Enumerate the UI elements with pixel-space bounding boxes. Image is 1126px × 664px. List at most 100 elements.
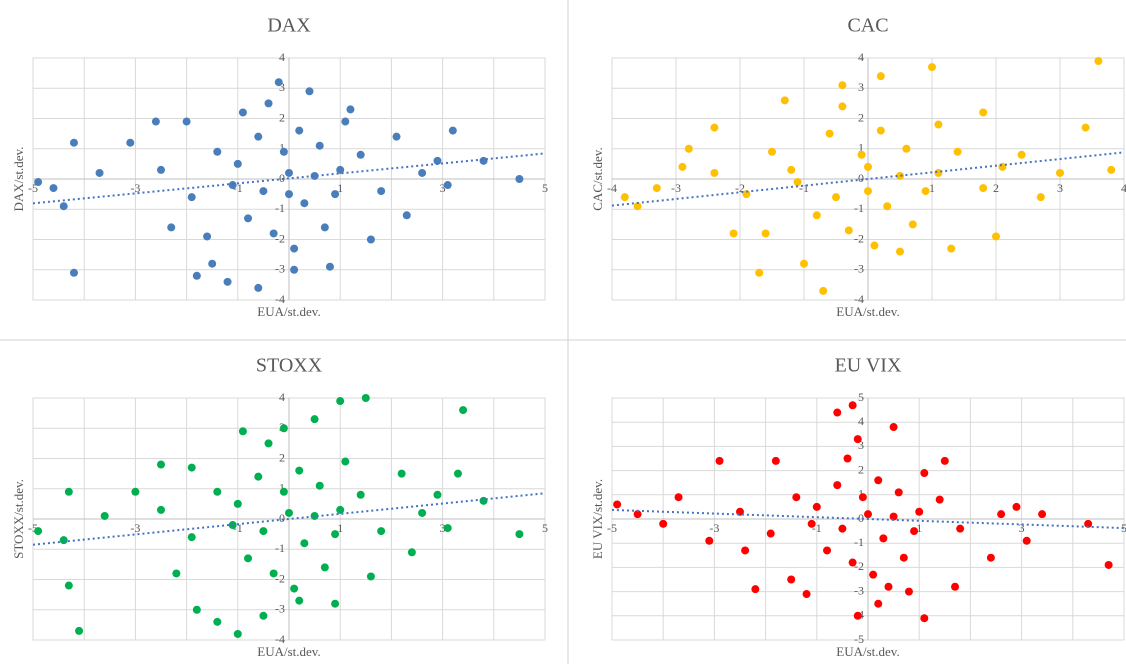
point [459, 406, 468, 415]
point [392, 132, 401, 141]
point [1084, 519, 1093, 528]
point [833, 481, 842, 490]
point [742, 190, 751, 199]
point [69, 138, 78, 147]
y-tick-label: -3 [275, 602, 285, 616]
point [331, 530, 340, 539]
point [986, 553, 995, 562]
y-tick-label: 2 [279, 450, 285, 464]
point [853, 611, 862, 620]
point [100, 511, 109, 520]
point [254, 472, 263, 481]
point [807, 519, 816, 528]
point [305, 87, 314, 96]
y-tick-label: -2 [854, 559, 864, 573]
point [126, 138, 135, 147]
point [157, 165, 165, 174]
point [453, 469, 462, 478]
point [402, 211, 411, 220]
point [64, 581, 73, 590]
point [787, 165, 796, 174]
point [315, 141, 324, 150]
point [244, 554, 253, 563]
point [838, 102, 847, 111]
point [870, 241, 879, 250]
y-tick-label: 0 [858, 511, 864, 525]
point [418, 508, 427, 517]
x-tick-label: 5 [542, 521, 548, 535]
point [780, 96, 789, 105]
point [285, 508, 293, 517]
point [1081, 123, 1090, 132]
point [443, 524, 452, 533]
point [356, 490, 365, 499]
point [238, 108, 247, 117]
point [1017, 150, 1026, 159]
y-tick-label: -1 [854, 535, 864, 549]
point [151, 117, 160, 126]
trendline [611, 151, 1125, 207]
point [285, 168, 293, 177]
point [848, 558, 857, 567]
point [915, 507, 924, 516]
point [336, 165, 345, 174]
point [729, 229, 738, 238]
point [479, 156, 488, 165]
point [172, 569, 181, 578]
point [884, 582, 893, 591]
point [233, 499, 242, 508]
scatter-panel: EU VIX-5-4-3-2-1012345-5-3-1135EUA/st.de… [590, 355, 1126, 659]
point [131, 487, 140, 496]
y-tick-label: 4 [858, 414, 864, 428]
y-tick-label: 5 [858, 390, 864, 404]
point [853, 435, 862, 444]
point [269, 229, 278, 238]
point [315, 481, 324, 490]
point [921, 187, 930, 196]
point [95, 168, 104, 177]
y-tick-label: -4 [275, 292, 285, 306]
point [295, 466, 304, 475]
y-axis-label: STOXX/st.dev. [11, 479, 26, 559]
point [397, 469, 406, 478]
point [802, 590, 811, 599]
point [896, 247, 904, 256]
x-tick-label: 2 [993, 181, 999, 195]
point [213, 487, 222, 496]
point [377, 527, 386, 536]
y-tick-label: -1 [275, 541, 285, 555]
point [515, 530, 524, 539]
point [300, 199, 309, 208]
y-tick-label: 4 [858, 50, 864, 64]
point [858, 493, 867, 502]
point [356, 150, 365, 159]
point [935, 495, 944, 504]
point [1012, 502, 1021, 511]
point [325, 262, 334, 271]
x-tick-label: 1 [337, 181, 343, 195]
point [336, 505, 345, 514]
point [934, 120, 943, 129]
x-axis-label: EUA/st.dev. [836, 304, 899, 319]
point [320, 563, 329, 572]
point [940, 456, 949, 465]
point [228, 181, 237, 190]
point [290, 265, 299, 274]
y-tick-label: 0 [279, 171, 285, 185]
point [285, 190, 293, 199]
point [59, 536, 68, 545]
point [448, 126, 457, 135]
point [259, 611, 268, 620]
point [34, 178, 43, 187]
point [908, 220, 917, 229]
point [869, 570, 878, 579]
point [928, 63, 936, 72]
y-tick-label: 4 [279, 50, 285, 64]
point [920, 614, 929, 623]
point [678, 162, 687, 171]
point [979, 184, 988, 193]
point [889, 512, 898, 521]
point [864, 510, 872, 519]
point [49, 184, 58, 193]
